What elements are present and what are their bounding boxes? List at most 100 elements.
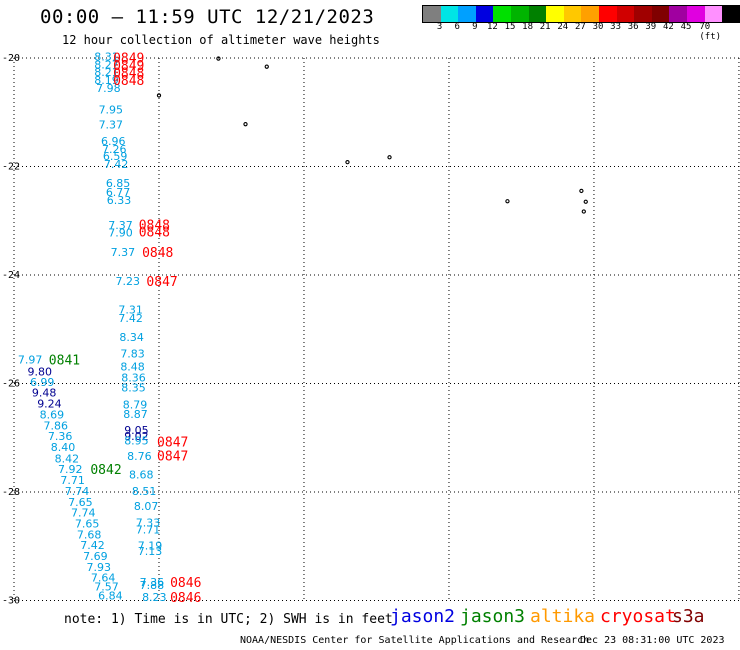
- wave-height-label: 9.24: [37, 398, 62, 411]
- wave-height-label: 8.79: [123, 399, 147, 412]
- wave-height-label: 9.80: [28, 366, 53, 379]
- wave-height-map: 8.318.278.218.197.98 7.95 7.37 6.967.266.59…: [2, 50, 740, 605]
- wave-height-label: 7.36: [48, 430, 73, 443]
- island-outline: [581, 209, 586, 214]
- legend-item-altika: altika: [530, 606, 596, 627]
- pass-time-label: 0848: [139, 226, 170, 241]
- wave-height-label: 7.65: [75, 517, 100, 530]
- pass-time-label: 0847: [157, 450, 188, 465]
- lon-tick-label: -165: [2, 605, 26, 606]
- wave-height-label: 8.87: [123, 408, 148, 421]
- colorbar-swatch: [475, 6, 494, 22]
- pass-time-label: 0846: [170, 576, 201, 591]
- island-outline: [583, 199, 588, 204]
- lat-tick-label: -26: [2, 379, 20, 390]
- wave-height-label: 7.36: [140, 576, 165, 589]
- legend-item-jason3: jason3: [460, 606, 526, 627]
- wave-height-label: 7.42: [80, 539, 105, 552]
- wave-height-label: 8.34: [119, 331, 144, 344]
- colorbar: [422, 5, 740, 23]
- wave-height-label: 6.99: [30, 376, 54, 389]
- wave-height-label: 6.77: [106, 186, 130, 199]
- wave-height-label: 7.74: [71, 507, 96, 520]
- colorbar-label: 9: [472, 22, 478, 32]
- pass-time-label: 0841: [49, 354, 80, 369]
- wave-height-label: 7.74: [65, 485, 90, 498]
- wave-height-label: 8.48: [120, 361, 144, 374]
- wave-height-label: 7.95: [99, 104, 124, 117]
- wave-height-label: 6.85: [106, 177, 130, 190]
- wave-height-label: 8.40: [51, 441, 76, 454]
- wave-height-label: 7.23: [115, 275, 140, 288]
- pass-time-labels: 0849084908480848084808480848084708470847…: [49, 51, 202, 605]
- colorbar-label: 33: [610, 22, 622, 32]
- wave-height-label: 6.84: [98, 590, 123, 603]
- wave-height-label: 8.95: [124, 434, 149, 447]
- island-outline: [505, 199, 510, 204]
- wave-height-label: 7.13: [138, 545, 163, 558]
- wave-height-label: 7.92: [58, 463, 83, 476]
- wave-height-label: 8.51: [132, 485, 157, 498]
- wave-height-label: 8.19: [94, 74, 119, 87]
- lat-tick-label: -28: [2, 487, 20, 498]
- wave-height-label: 7.57: [94, 580, 119, 593]
- colorbar-labels: 3 6 9 12 15 18 21 24 27 30 33 36 39 42 45 70 (ft): [422, 22, 740, 42]
- wave-height-label: 8.07: [134, 500, 159, 513]
- wave-height-label: 7.88: [140, 579, 165, 592]
- wave-height-label: 7.33: [136, 516, 161, 529]
- colorbar-swatch: [423, 6, 441, 22]
- wave-height-label: 7.69: [83, 550, 108, 563]
- wave-height-label: 7.65: [68, 496, 93, 509]
- axis-tick-labels: -165 -162 -159 -156 -153 -15 -20 -22 -24 -26 -28 -3…: [2, 53, 740, 605]
- colorbar-swatch: [493, 6, 511, 22]
- wave-height-observations: 8.318.278.218.197.98 7.95 7.37 6.967.266.59…: [18, 50, 167, 604]
- pass-time-label: 0847: [157, 436, 188, 451]
- colorbar-swatch: [686, 6, 705, 22]
- legend-item-cryosat: cryosat: [600, 606, 676, 627]
- colorbar-swatch: [581, 6, 599, 22]
- colorbar-swatch: [528, 6, 547, 22]
- wave-height-label: 8.68: [129, 469, 154, 482]
- pass-time-label: 0846: [170, 591, 201, 605]
- colorbar-swatch: [651, 6, 670, 22]
- wave-height-label: 7.90: [108, 227, 133, 240]
- graticule: [13, 57, 740, 601]
- wave-height-label: 7.37: [111, 246, 136, 259]
- colorbar-label: 42: [662, 22, 674, 32]
- colorbar-label: 6: [454, 22, 460, 32]
- island-outline: [579, 188, 584, 194]
- wave-height-label: 7.71: [136, 523, 161, 536]
- colorbar-swatch: [722, 6, 740, 22]
- wave-height-label: 7.98: [96, 82, 121, 95]
- wave-height-label: 6.96: [101, 135, 126, 148]
- wave-height-label: 7.31: [118, 304, 142, 317]
- island-outline: [264, 64, 269, 69]
- pass-time-label: 0847: [146, 275, 177, 290]
- lat-tick-label: -20: [2, 53, 20, 64]
- islands: [156, 56, 588, 214]
- colorbar-swatch: [440, 6, 459, 22]
- wave-height-label: 6.59: [103, 150, 128, 163]
- island-outline: [156, 93, 162, 98]
- wave-height-label: 7.93: [86, 561, 111, 574]
- colorbar-label: 45: [680, 22, 692, 32]
- lat-tick-label: -30: [2, 596, 20, 606]
- wave-height-label: 8.23: [142, 591, 167, 604]
- wave-height-label: 7.19: [138, 540, 163, 553]
- lon-tick-label: -162: [147, 605, 171, 606]
- colorbar-swatch: [546, 6, 564, 22]
- island-outline: [216, 56, 221, 61]
- colorbar-swatch: [616, 6, 635, 22]
- wave-height-label: 8.69: [40, 408, 65, 421]
- colorbar-label: 3: [436, 22, 443, 32]
- map-title: 00:00 – 11:59 UTC 12/21/2023: [40, 6, 375, 28]
- lon-tick-label: -159: [292, 605, 316, 606]
- pass-time-label: 0848: [113, 74, 144, 89]
- lon-tick-label: -15: [727, 605, 740, 606]
- colorbar-label: 12: [486, 22, 498, 32]
- colorbar-label: 21: [539, 22, 551, 32]
- colorbar-swatch: [634, 6, 652, 22]
- colorbar-swatch: [458, 6, 476, 22]
- colorbar-swatch: [510, 6, 529, 22]
- colorbar-label: 18: [522, 22, 534, 32]
